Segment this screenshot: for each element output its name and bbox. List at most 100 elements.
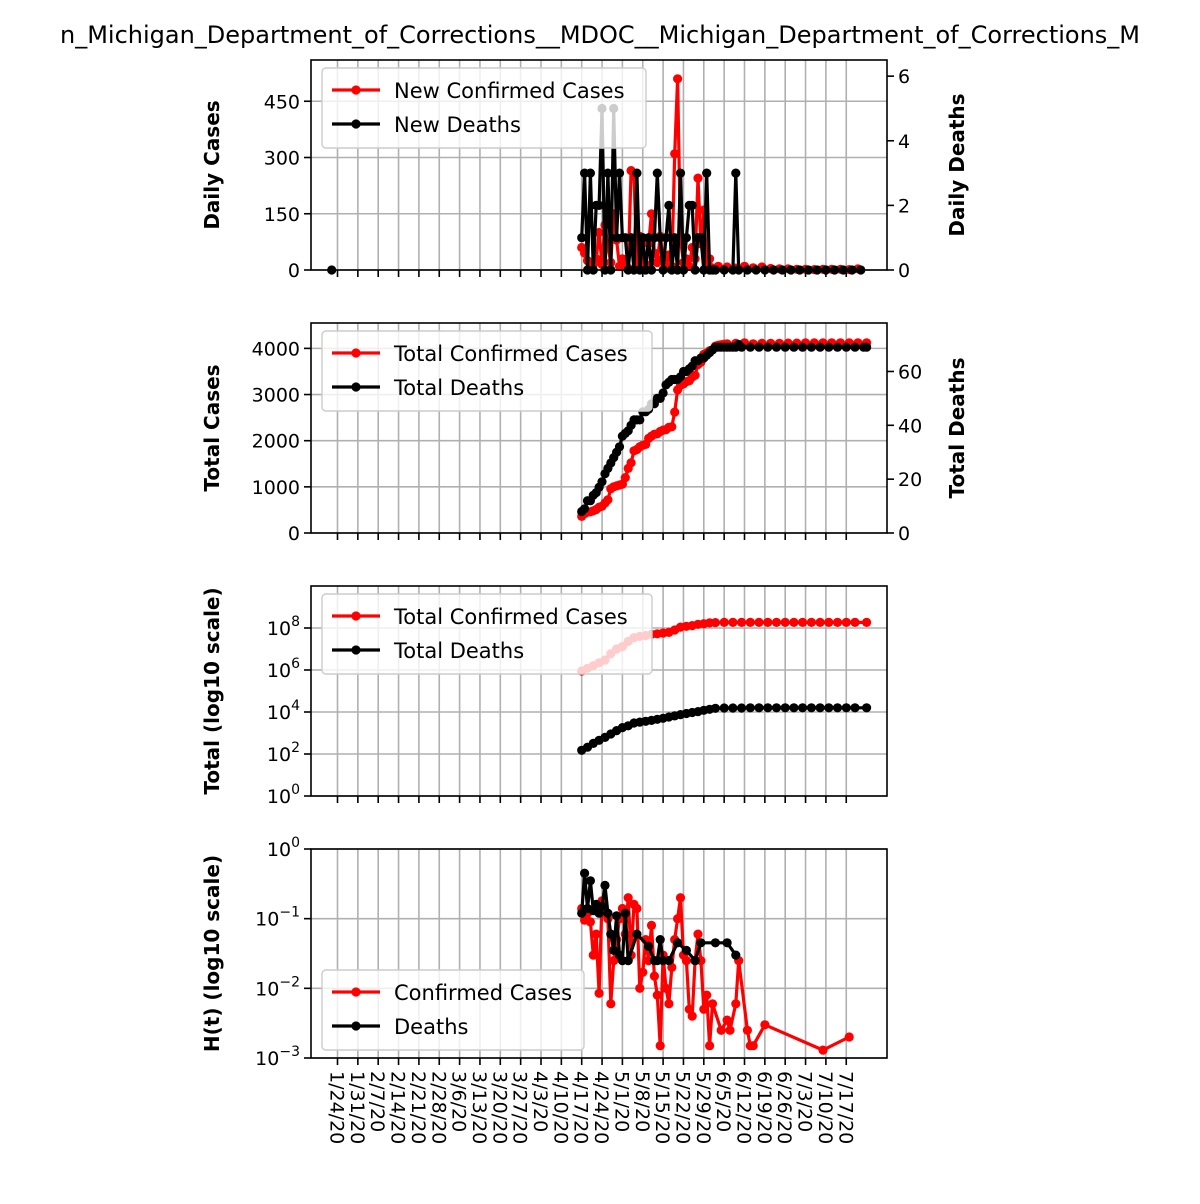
data-point [661,233,671,243]
legend-box [321,330,653,412]
x-tick-label: 5/22/20 [671,1071,693,1144]
y-tick-label: 3000 [252,385,300,407]
legend-marker [351,348,361,358]
y-tick-label: 100 [267,835,300,861]
y-right-tick-label: 40 [898,415,922,437]
legend-box [321,593,653,675]
data-point [832,703,843,713]
y-tick-label: 10−1 [255,905,300,931]
legend-marker [351,119,361,129]
data-point [673,938,683,948]
data-point [687,1011,697,1021]
y-axis-title: Daily Cases [200,100,224,229]
data-point [649,971,660,981]
y-tick-label: 0 [288,523,300,545]
y-tick-label: 102 [267,740,300,766]
data-point [661,983,671,993]
data-point [603,495,613,505]
legend: New Confirmed Cases New Deaths [321,67,647,149]
data-point [638,967,648,977]
data-point [737,342,747,352]
data-point [850,617,860,628]
data-point [617,254,628,264]
x-tick-label: 1/31/20 [346,1071,368,1144]
data-point [681,233,692,243]
data-point [702,990,712,1000]
data-point [606,929,616,939]
x-tick-label: 2/28/20 [427,1071,449,1144]
data-point [771,617,782,628]
data-point [670,407,680,417]
data-point [771,342,782,352]
panel-daily: 0 150 300 450 0 2 4 6 Daily Cases Daily Deaths New… [200,59,969,282]
data-point [789,703,799,713]
x-tick-label: 6/12/20 [733,1071,755,1144]
x-tick-label: 2/7/20 [366,1071,388,1132]
data-point [815,617,825,628]
y-right-tick-label: 0 [898,523,910,545]
data-point [597,477,607,487]
data-point [818,1045,828,1055]
y-right-axis-title: Total Deaths [945,358,969,499]
data-point [719,617,729,628]
data-point [658,388,668,398]
data-point [716,1025,726,1035]
series-total-deaths [577,339,872,517]
data-point [844,1032,854,1042]
data-point [737,703,747,713]
y-tick-label: 10−3 [255,1044,300,1070]
data-point [626,458,636,468]
data-point [719,703,729,713]
x-tick-label: 2/14/20 [387,1071,409,1144]
legend-label: Total Deaths [393,639,524,663]
data-point [664,999,674,1009]
data-point [771,703,782,713]
data-point [748,1041,758,1051]
data-point [754,342,764,352]
data-point [585,876,596,886]
panel-log: 100 102 104 106 108 Total (log10 scale) Total … [200,585,888,808]
legend-marker [351,611,361,621]
axes-frame [310,585,888,797]
data-point [667,422,677,432]
data-point [850,703,860,713]
data-point [635,415,645,425]
x-tick-label: 5/8/20 [631,1071,653,1132]
axes-frame [310,59,888,271]
data-point [742,1025,753,1035]
data-point [824,617,834,628]
legend-marker [351,85,361,95]
y-tick-label: 10−2 [255,974,300,1000]
legend-marker [351,645,361,655]
legend-marker [351,987,361,997]
y-right-axis-title: Daily Deaths [945,93,969,236]
data-point [620,908,630,918]
data-point [862,342,872,352]
x-tick-label: 3/13/20 [468,1071,490,1144]
legend-label: Confirmed Cases [394,981,572,1005]
axes-frame [310,848,888,1059]
data-point [603,168,613,178]
data-point [681,956,692,966]
data-point [644,941,654,952]
data-point [798,617,808,628]
y-axis-title: H(t) (log10 scale) [200,855,224,1052]
x-tick-label: 5/29/20 [692,1071,714,1144]
data-point [690,956,700,966]
data-point [690,370,700,380]
data-point [670,149,680,159]
y-tick-label: 1000 [252,477,300,499]
data-point [594,988,604,998]
data-point [763,617,773,628]
data-point [731,168,741,178]
data-point [815,703,825,713]
data-point [594,227,604,238]
data-point [635,983,645,993]
x-tick-label: 6/19/20 [753,1071,775,1144]
y-right-tick-label: 2 [898,195,910,217]
data-point [687,200,697,210]
legend-marker [351,382,361,392]
legend-box [321,969,585,1051]
x-tick-label: 3/6/20 [448,1071,470,1132]
